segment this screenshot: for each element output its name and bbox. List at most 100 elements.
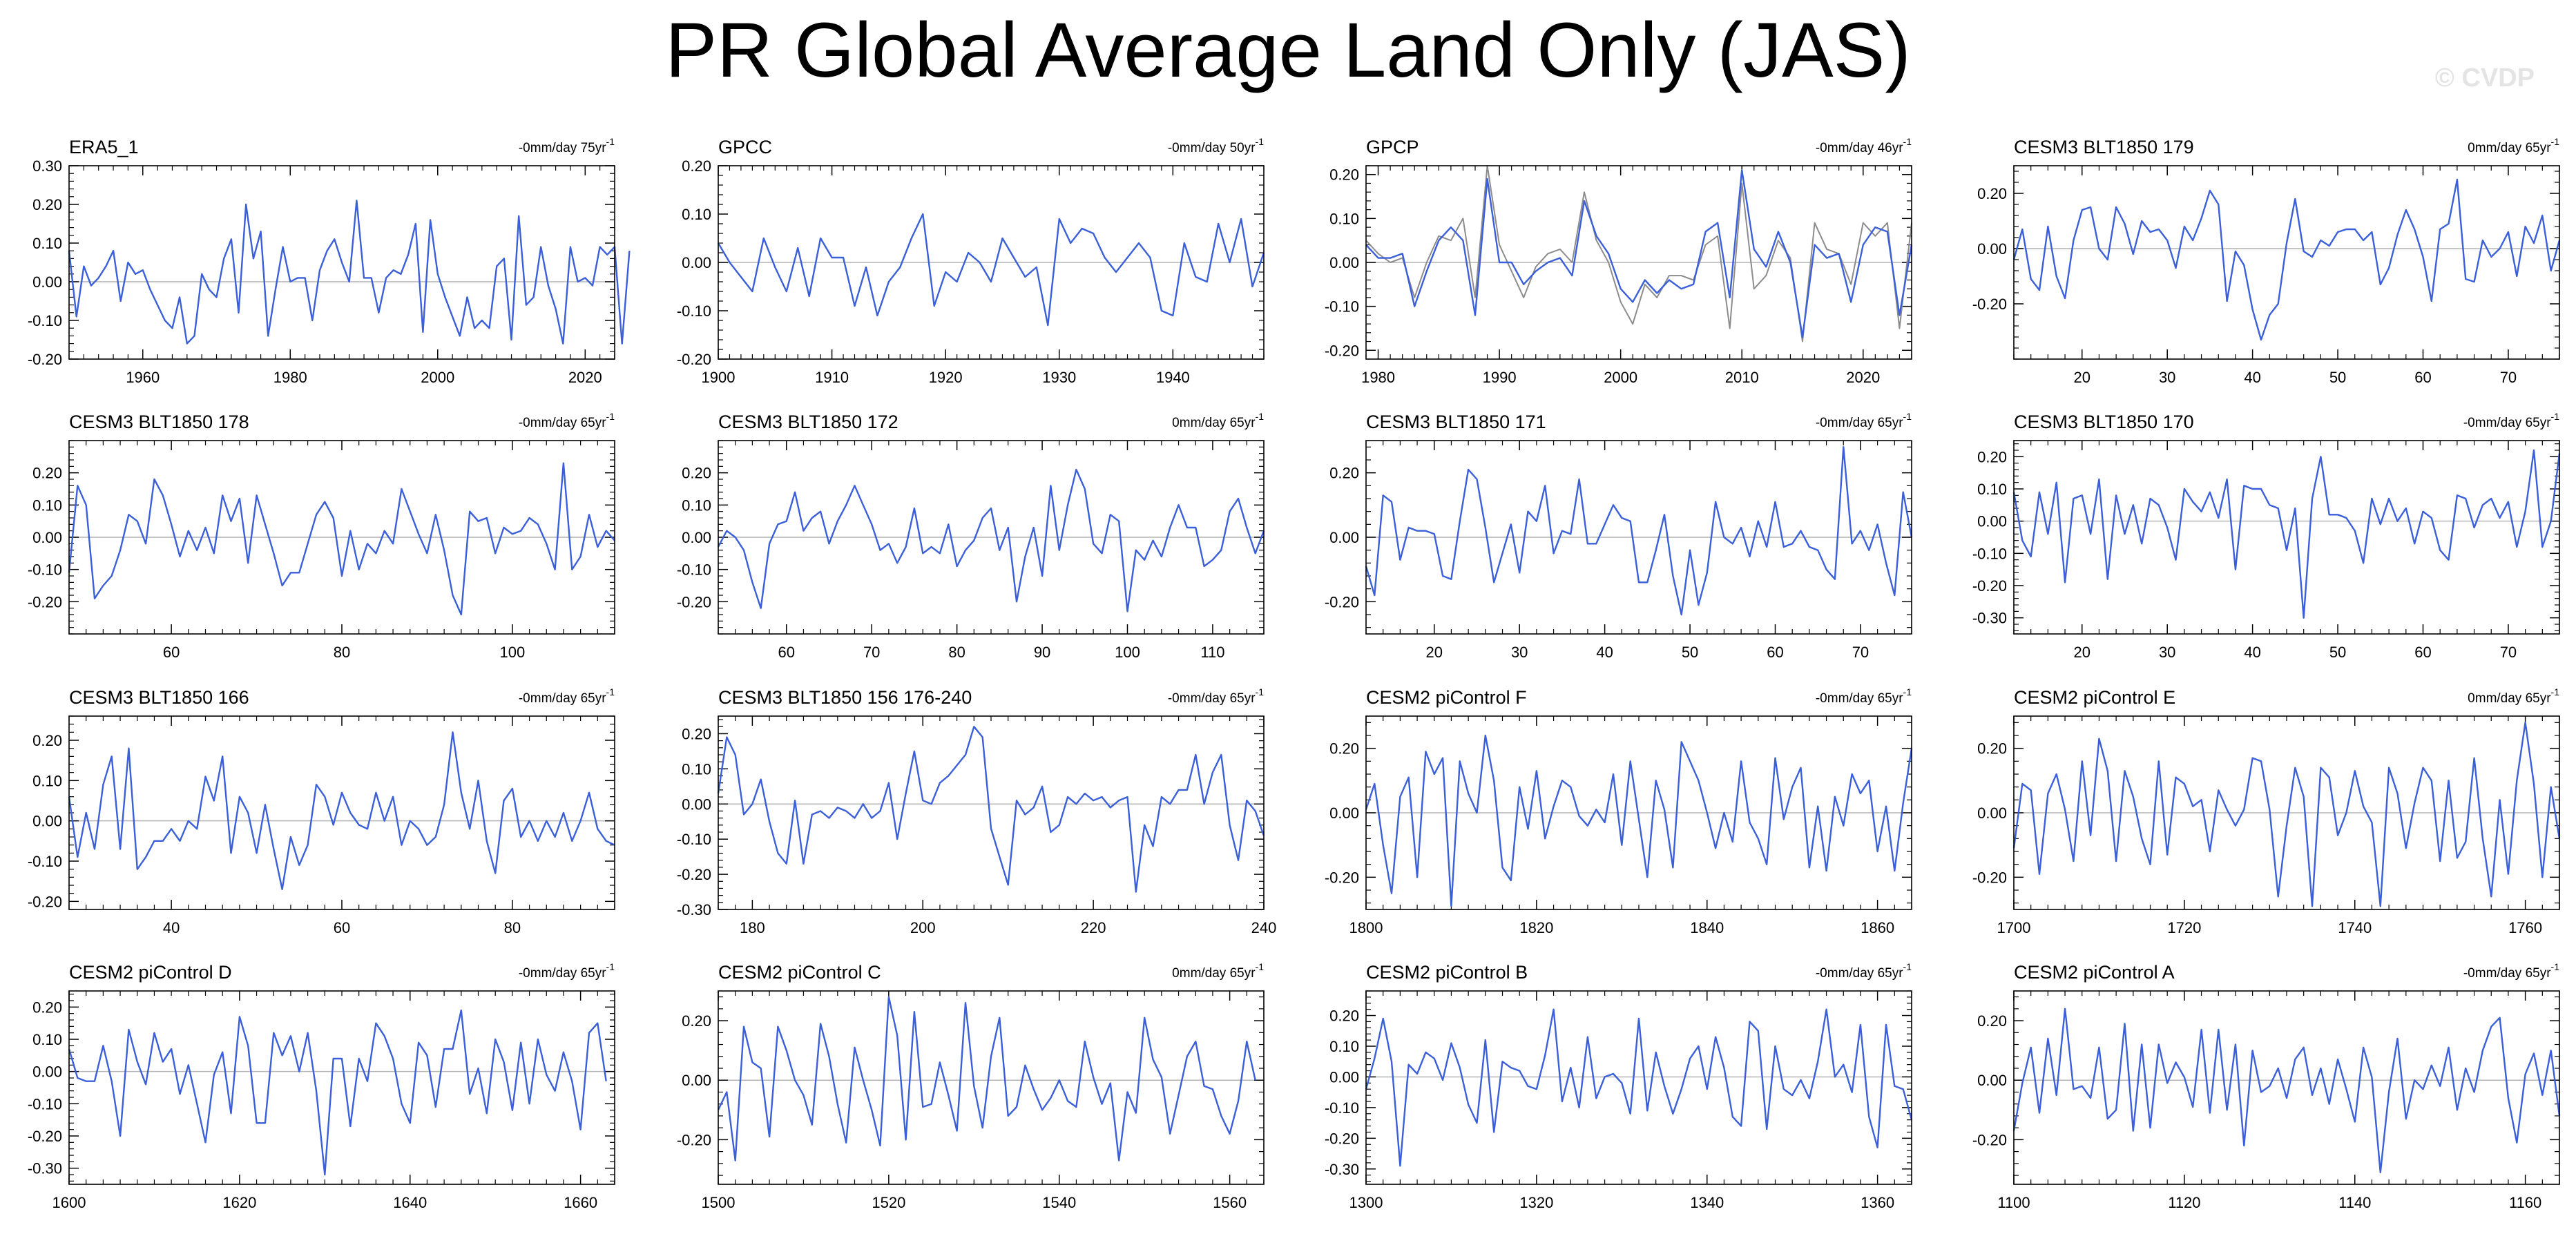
x-tick-label: 60 (163, 644, 180, 661)
y-tick-label: 0.20 (682, 465, 711, 482)
plot-frame (1365, 440, 1912, 635)
y-tick-label: 0.10 (682, 497, 711, 514)
credit-watermark: © CVDP (2434, 64, 2535, 93)
y-tick-label: -0.10 (28, 312, 62, 329)
y-tick-label: 0.20 (32, 732, 62, 749)
x-tick-label: 50 (2329, 369, 2346, 386)
series-line (2012, 1008, 2561, 1174)
x-tick-label: 60 (1767, 644, 1783, 661)
y-tick-label: 0.20 (1329, 465, 1359, 482)
y-tick-label: 0.10 (32, 235, 62, 252)
y-tick-label: -0.20 (1972, 577, 2007, 595)
panel-trend-label: -0mm/day 65yr-1 (1168, 686, 1264, 706)
x-tick-label: 1960 (126, 369, 160, 386)
panel-trend-label: -0mm/day 65yr-1 (519, 411, 615, 430)
panel-title: CESM2 piControl A (2014, 962, 2175, 983)
series-line (717, 726, 1265, 893)
x-tick-label: 240 (1251, 919, 1277, 936)
y-tick-label: 0.30 (32, 157, 62, 175)
series-line (68, 462, 615, 616)
page-title: PR Global Average Land Only (JAS) (665, 7, 1911, 93)
y-tick-label: -0.10 (1325, 298, 1359, 316)
chart-panel: CESM2 piControl B -0mm/day 65yr-1 1300 1320… (1325, 961, 1913, 1211)
x-tick-label: 100 (1115, 644, 1140, 661)
panel-trend-label: -0mm/day 65yr-1 (519, 961, 615, 981)
x-tick-label: 2010 (1725, 369, 1759, 386)
y-tick-label: 0.20 (32, 999, 62, 1016)
panel-title: GPCP (1366, 137, 1419, 157)
panel-trend-label: -0mm/day 65yr-1 (1816, 411, 1912, 430)
plot-frame (68, 440, 615, 635)
chart-panel: CESM2 piControl F -0mm/day 65yr-1 1800 1820… (1325, 686, 1913, 936)
plot-frame (68, 715, 615, 910)
x-tick-label: 80 (504, 919, 521, 936)
panel-trend-label: -0mm/day 65yr-1 (1816, 961, 1912, 981)
series-line (717, 213, 1265, 327)
x-tick-label: 1640 (393, 1194, 427, 1211)
panel-title: CESM3 BLT1850 170 (2014, 412, 2194, 432)
y-tick-label: 0.10 (1329, 210, 1359, 227)
x-tick-label: 70 (1852, 644, 1869, 661)
x-tick-label: 1600 (52, 1194, 86, 1211)
panel-title: CESM2 piControl F (1366, 687, 1527, 708)
chart-panel: CESM3 BLT1850 172 0mm/day 65yr-1 60 70 80 90 1… (677, 411, 1265, 661)
y-tick-label: -0.10 (28, 561, 62, 579)
plot-frame (68, 990, 615, 1185)
y-tick-label: 0.20 (1329, 166, 1359, 184)
y-tick-label: 0.20 (682, 725, 711, 742)
x-tick-label: 100 (500, 644, 526, 661)
y-tick-label: 0.20 (1977, 1012, 2007, 1030)
x-tick-label: 1840 (1690, 919, 1724, 936)
y-tick-label: -0.20 (1972, 869, 2007, 886)
y-tick-label: -0.10 (28, 853, 62, 870)
x-tick-label: 1300 (1349, 1194, 1383, 1211)
panel-title: CESM2 piControl C (718, 962, 881, 983)
x-tick-label: 2020 (568, 369, 602, 386)
y-tick-label: 0.00 (1977, 1072, 2007, 1089)
y-tick-label: 0.00 (1329, 254, 1359, 271)
panel-title: CESM3 BLT1850 179 (2014, 137, 2194, 157)
y-tick-label: 0.20 (32, 465, 62, 482)
series-line (1365, 734, 1913, 907)
x-tick-label: 50 (1682, 644, 1698, 661)
x-tick-label: 70 (863, 644, 880, 661)
y-tick-label: 0.20 (1329, 1008, 1359, 1025)
y-tick-label: 0.10 (1329, 1038, 1359, 1055)
panel-trend-label: 0mm/day 65yr-1 (1172, 961, 1264, 981)
y-tick-label: -0.20 (28, 1128, 62, 1145)
y-tick-label: -0.30 (677, 901, 711, 918)
x-tick-label: 60 (2414, 644, 2431, 661)
reference-series-line (1365, 165, 1912, 343)
x-tick-label: 1860 (1861, 919, 1894, 936)
chart-panel: CESM3 BLT1850 179 0mm/day 65yr-1 20 30 40 50 6… (1972, 136, 2561, 386)
x-tick-label: 1910 (815, 369, 849, 386)
y-tick-label: -0.10 (1972, 545, 2007, 562)
x-tick-label: 60 (778, 644, 795, 661)
x-tick-label: 80 (948, 644, 965, 661)
x-tick-label: 1800 (1349, 919, 1383, 936)
y-tick-label: 0.10 (1977, 481, 2007, 498)
x-tick-label: 70 (2500, 644, 2517, 661)
series-line (717, 468, 1265, 613)
x-tick-label: 1620 (222, 1194, 256, 1211)
plot-frame (2013, 440, 2560, 635)
y-tick-label: 0.00 (1977, 804, 2007, 822)
x-tick-label: 2000 (1604, 369, 1637, 386)
y-tick-label: 0.00 (32, 813, 62, 830)
x-tick-label: 1990 (1483, 369, 1517, 386)
series-line (2012, 449, 2561, 619)
panel-trend-label: 0mm/day 65yr-1 (2468, 686, 2559, 706)
x-tick-label: 110 (1200, 644, 1224, 661)
plot-frame (718, 715, 1265, 910)
panel-trend-label: -0mm/day 46yr-1 (1816, 136, 1912, 155)
y-tick-label: 0.00 (1329, 1068, 1359, 1086)
chart-panel: ERA5_1 -0mm/day 75yr-1 1960 1980 2000 2020 -0.… (28, 136, 631, 386)
series-line (1365, 446, 1913, 616)
x-tick-label: 80 (334, 644, 350, 661)
x-tick-label: 200 (910, 919, 936, 936)
x-tick-label: 30 (1511, 644, 1528, 661)
x-tick-label: 40 (163, 919, 180, 936)
y-tick-label: 0.00 (682, 796, 711, 813)
x-tick-label: 40 (1596, 644, 1613, 661)
x-tick-label: 220 (1081, 919, 1106, 936)
